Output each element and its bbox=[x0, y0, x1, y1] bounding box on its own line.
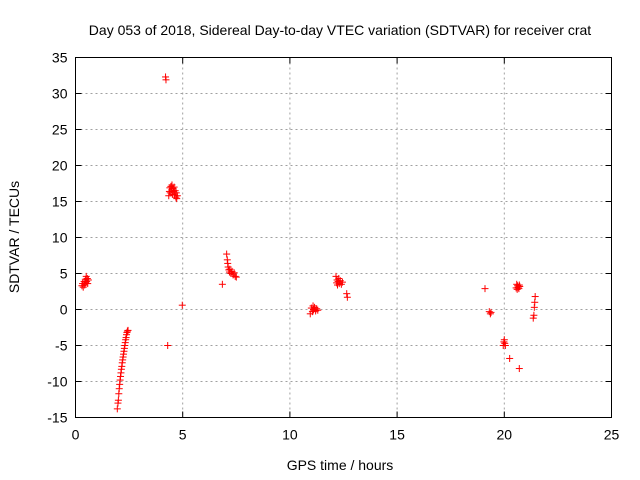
y-tick-label: 20 bbox=[52, 158, 68, 174]
chart-title: Day 053 of 2018, Sidereal Day-to-day VTE… bbox=[89, 22, 591, 38]
y-tick-label: 15 bbox=[52, 194, 68, 210]
x-axis-label: GPS time / hours bbox=[287, 457, 394, 473]
plot-frame bbox=[75, 57, 612, 418]
data-point bbox=[343, 290, 351, 298]
y-tick-label: 10 bbox=[52, 230, 68, 246]
x-tick-label: 15 bbox=[389, 427, 405, 443]
data-point bbox=[530, 311, 538, 319]
data-point bbox=[173, 195, 181, 203]
data-point bbox=[114, 396, 122, 404]
data-point bbox=[113, 405, 121, 413]
data-point bbox=[165, 192, 173, 200]
y-tick-label: 0 bbox=[60, 302, 68, 318]
data-point bbox=[223, 250, 231, 258]
data-point bbox=[170, 183, 178, 191]
data-point bbox=[501, 342, 509, 349]
data-point bbox=[218, 280, 226, 288]
y-tick-label: -15 bbox=[47, 410, 67, 426]
data-point bbox=[529, 314, 537, 322]
y-tick-label: 30 bbox=[52, 86, 68, 102]
data-point bbox=[487, 308, 495, 316]
data-point bbox=[84, 276, 92, 284]
data-points bbox=[78, 73, 539, 413]
data-point bbox=[230, 269, 238, 277]
data-point bbox=[313, 305, 321, 313]
x-tick-label: 20 bbox=[497, 427, 513, 443]
data-point bbox=[516, 282, 524, 290]
x-tick-label: 10 bbox=[282, 427, 298, 443]
x-tick-labels: 0 5 10 15 20 25 bbox=[72, 427, 620, 443]
y-tick-label: -5 bbox=[55, 338, 68, 354]
data-point bbox=[178, 301, 186, 309]
data-point bbox=[123, 327, 131, 335]
data-point bbox=[338, 278, 346, 286]
data-point bbox=[173, 192, 181, 200]
y-tick-labels: -15 -10 -5 0 5 10 15 20 25 30 35 bbox=[47, 50, 67, 426]
x-tick-label: 0 bbox=[72, 427, 80, 443]
data-point bbox=[314, 306, 322, 314]
data-point bbox=[343, 293, 351, 301]
data-point bbox=[506, 354, 514, 362]
data-point bbox=[232, 273, 240, 281]
y-tick-label: 25 bbox=[52, 122, 68, 138]
y-tick-label: -10 bbox=[47, 374, 67, 390]
x-tick-label: 5 bbox=[179, 427, 187, 443]
data-point bbox=[84, 280, 92, 288]
x-tick-label: 25 bbox=[604, 427, 620, 443]
data-point bbox=[162, 76, 170, 84]
data-point bbox=[515, 365, 523, 373]
y-tick-label: 5 bbox=[60, 266, 68, 282]
data-point bbox=[481, 285, 489, 293]
data-point bbox=[333, 281, 341, 289]
gridlines bbox=[75, 57, 612, 418]
data-point bbox=[531, 293, 539, 301]
y-axis-label: SDTVAR / TECUs bbox=[6, 181, 22, 293]
data-point bbox=[124, 326, 132, 334]
y-tick-label: 35 bbox=[52, 50, 68, 66]
data-point bbox=[486, 310, 494, 318]
data-point bbox=[231, 272, 239, 280]
data-point bbox=[164, 342, 172, 349]
